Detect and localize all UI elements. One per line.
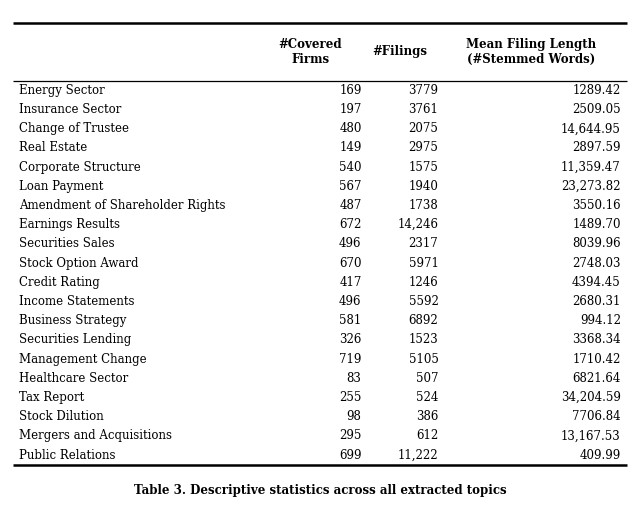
Text: 13,167.53: 13,167.53 [561,429,621,442]
Text: 83: 83 [347,372,362,385]
Text: Management Change: Management Change [19,352,147,366]
Text: 1489.70: 1489.70 [572,218,621,231]
Text: 11,359.47: 11,359.47 [561,161,621,174]
Text: 4394.45: 4394.45 [572,276,621,289]
Text: 197: 197 [339,103,362,116]
Text: 11,222: 11,222 [398,448,438,462]
Text: 1575: 1575 [408,161,438,174]
Text: Loan Payment: Loan Payment [19,180,104,193]
Text: 2897.59: 2897.59 [572,141,621,155]
Text: 672: 672 [339,218,362,231]
Text: 670: 670 [339,257,362,270]
Text: 255: 255 [339,391,362,404]
Text: 699: 699 [339,448,362,462]
Text: 581: 581 [339,314,362,327]
Text: 524: 524 [416,391,438,404]
Text: #Filings: #Filings [372,45,428,58]
Text: Insurance Sector: Insurance Sector [19,103,122,116]
Text: Public Relations: Public Relations [19,448,116,462]
Text: 3550.16: 3550.16 [572,199,621,212]
Text: 326: 326 [339,333,362,346]
Text: 409.99: 409.99 [580,448,621,462]
Text: 2975: 2975 [408,141,438,155]
Text: 5971: 5971 [408,257,438,270]
Text: 612: 612 [416,429,438,442]
Text: 149: 149 [339,141,362,155]
Text: 1710.42: 1710.42 [572,352,621,366]
Text: 1738: 1738 [409,199,438,212]
Text: Real Estate: Real Estate [19,141,88,155]
Text: 3761: 3761 [408,103,438,116]
Text: Table 3. Descriptive statistics across all extracted topics: Table 3. Descriptive statistics across a… [134,484,506,497]
Text: 540: 540 [339,161,362,174]
Text: 7706.84: 7706.84 [572,410,621,423]
Text: 34,204.59: 34,204.59 [561,391,621,404]
Text: 169: 169 [339,84,362,97]
Text: 1246: 1246 [409,276,438,289]
Text: Healthcare Sector: Healthcare Sector [19,372,129,385]
Text: #Covered
Firms: #Covered Firms [278,38,342,66]
Text: 6821.64: 6821.64 [572,372,621,385]
Text: 1289.42: 1289.42 [573,84,621,97]
Text: Mergers and Acquisitions: Mergers and Acquisitions [19,429,172,442]
Text: Credit Rating: Credit Rating [19,276,100,289]
Text: Corporate Structure: Corporate Structure [19,161,141,174]
Text: Change of Trustee: Change of Trustee [19,122,129,135]
Text: 719: 719 [339,352,362,366]
Text: Stock Dilution: Stock Dilution [19,410,104,423]
Text: 295: 295 [339,429,362,442]
Text: 5592: 5592 [408,295,438,308]
Text: Business Strategy: Business Strategy [19,314,127,327]
Text: 14,644.95: 14,644.95 [561,122,621,135]
Text: 994.12: 994.12 [580,314,621,327]
Text: 487: 487 [339,199,362,212]
Text: 1940: 1940 [408,180,438,193]
Text: 8039.96: 8039.96 [572,237,621,250]
Text: 2317: 2317 [409,237,438,250]
Text: Amendment of Shareholder Rights: Amendment of Shareholder Rights [19,199,226,212]
Text: Securities Lending: Securities Lending [19,333,131,346]
Text: Earnings Results: Earnings Results [19,218,120,231]
Text: Stock Option Award: Stock Option Award [19,257,139,270]
Text: 2509.05: 2509.05 [572,103,621,116]
Text: Income Statements: Income Statements [19,295,134,308]
Text: 14,246: 14,246 [397,218,438,231]
Text: Mean Filing Length
(#Stemmed Words): Mean Filing Length (#Stemmed Words) [466,38,596,66]
Text: 23,273.82: 23,273.82 [561,180,621,193]
Text: 3368.34: 3368.34 [572,333,621,346]
Text: Tax Report: Tax Report [19,391,84,404]
Text: 480: 480 [339,122,362,135]
Text: 98: 98 [347,410,362,423]
Text: 1523: 1523 [409,333,438,346]
Text: 417: 417 [339,276,362,289]
Text: 5105: 5105 [408,352,438,366]
Text: 2680.31: 2680.31 [572,295,621,308]
Text: 507: 507 [416,372,438,385]
Text: 496: 496 [339,237,362,250]
Text: 567: 567 [339,180,362,193]
Text: 2075: 2075 [408,122,438,135]
Text: 3779: 3779 [408,84,438,97]
Text: Energy Sector: Energy Sector [19,84,105,97]
Text: 2748.03: 2748.03 [572,257,621,270]
Text: 386: 386 [416,410,438,423]
Text: Securities Sales: Securities Sales [19,237,115,250]
Text: 6892: 6892 [409,314,438,327]
Text: 496: 496 [339,295,362,308]
